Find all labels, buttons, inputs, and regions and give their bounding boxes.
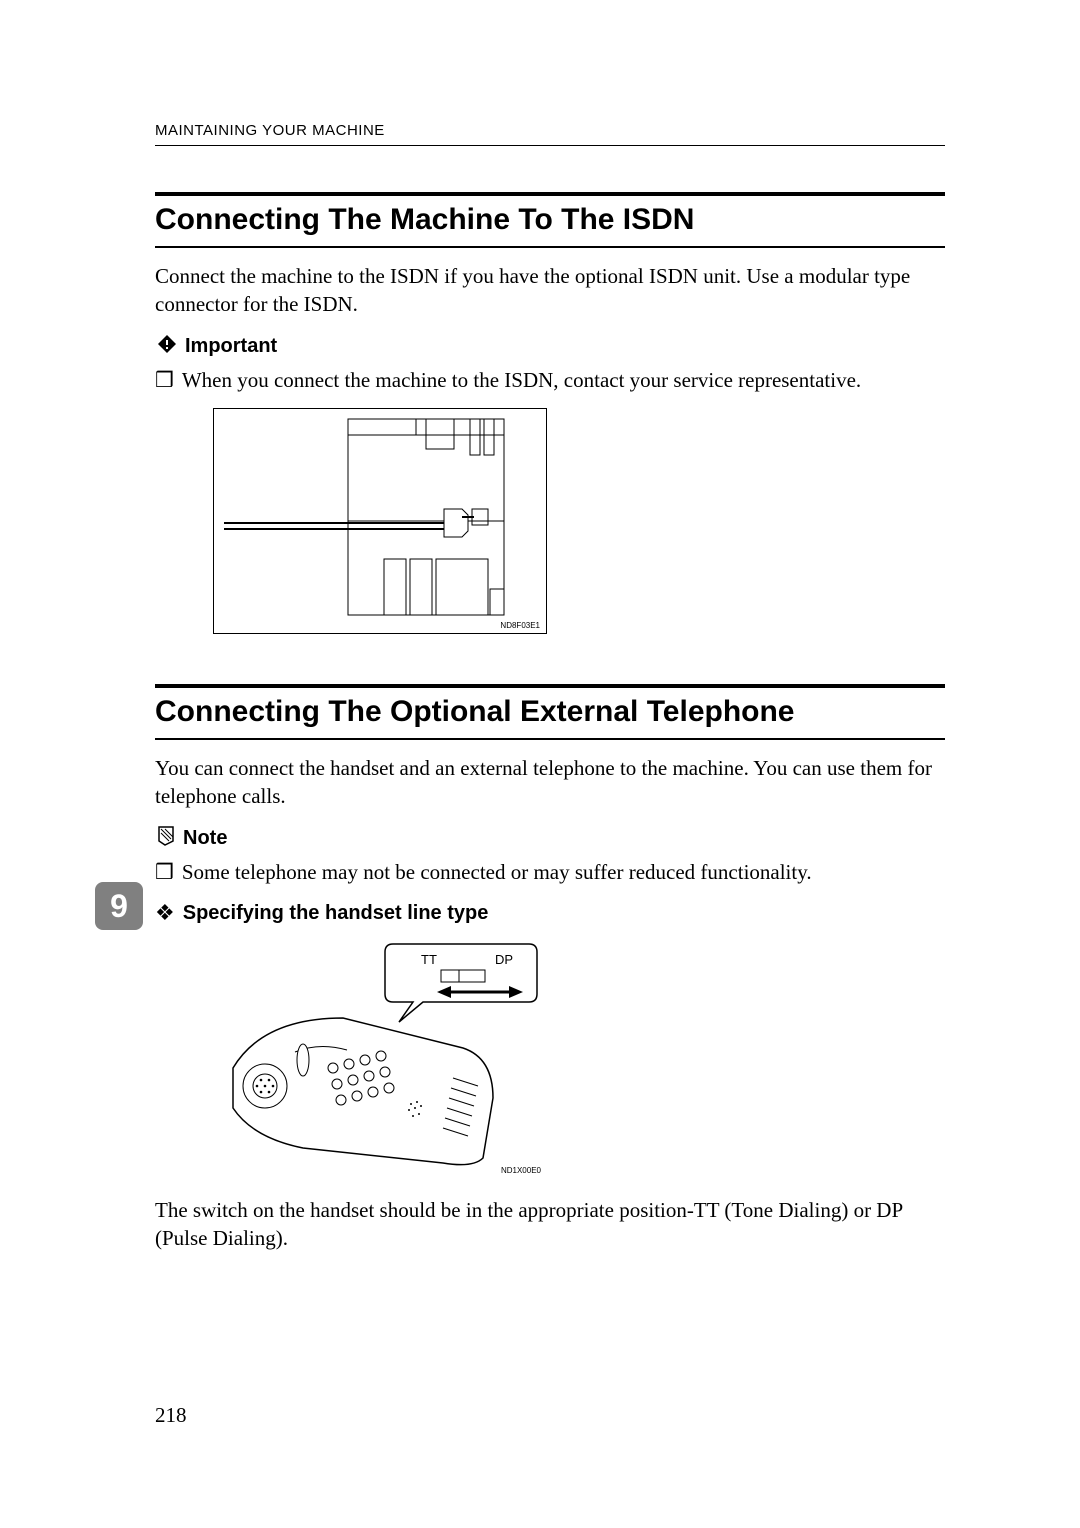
figure-2: TT DP [213, 938, 945, 1178]
bullet-icon: ❒ [155, 858, 174, 886]
figure-1: ND8F03E1 [213, 408, 945, 634]
important-bullet-text: When you connect the machine to the ISDN… [182, 366, 861, 394]
section-1-intro: Connect the machine to the ISDN if you h… [155, 262, 945, 319]
spec-heading-row: ❖ Specifying the handset line type [155, 900, 945, 926]
spec-heading-text: Specifying the handset line type [183, 902, 489, 925]
important-bullet-item: ❒ When you connect the machine to the IS… [155, 366, 945, 394]
bullet-icon: ❒ [155, 366, 174, 394]
important-label-row: Important [155, 333, 945, 360]
page-number: 218 [155, 1403, 187, 1428]
switch-tt-label: TT [421, 952, 437, 967]
figure-2-ref: ND1X00E0 [501, 1166, 541, 1175]
figure-1-ref: ND8F03E1 [500, 621, 540, 630]
section-2-intro: You can connect the handset and an exter… [155, 754, 945, 811]
diamond-icon: ❖ [155, 900, 175, 926]
note-label-text: Note [183, 827, 227, 850]
important-icon [155, 333, 179, 360]
running-head: MAINTAINING YOUR MACHINE [155, 122, 945, 146]
note-bullet-text: Some telephone may not be connected or m… [182, 858, 812, 886]
note-label-row: Note [155, 825, 945, 852]
note-bullet-item: ❒ Some telephone may not be connected or… [155, 858, 945, 886]
section-number-tab: 9 [95, 882, 143, 930]
section-2-title: Connecting The Optional External Telepho… [155, 684, 945, 740]
section-1-title: Connecting The Machine To The ISDN [155, 192, 945, 248]
section-2-closing: The switch on the handset should be in t… [155, 1196, 945, 1253]
important-label-text: Important [185, 335, 277, 358]
note-icon [155, 825, 177, 852]
switch-dp-label: DP [495, 952, 513, 967]
